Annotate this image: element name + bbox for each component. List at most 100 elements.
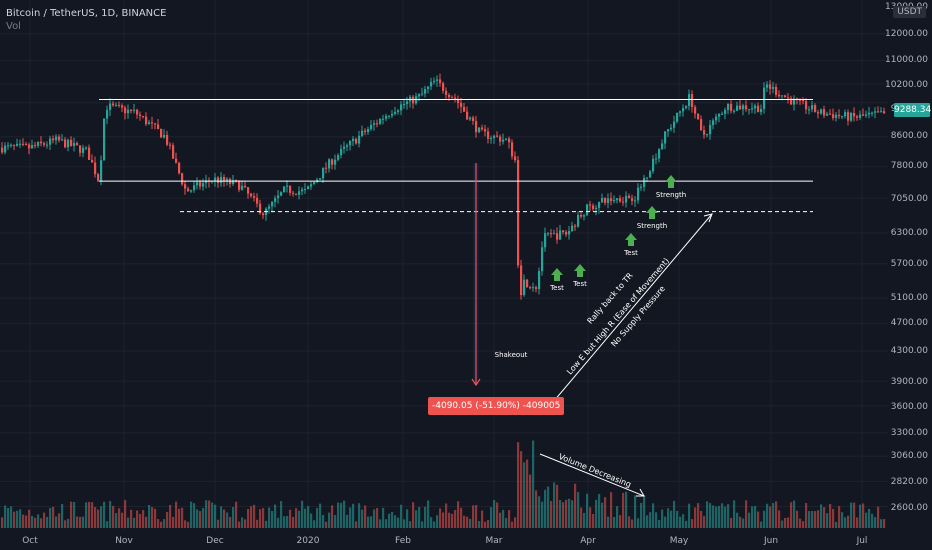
volume-bar	[754, 505, 757, 528]
candle-body	[658, 149, 661, 159]
candle-body	[106, 109, 109, 119]
symbol-title[interactable]: Bitcoin / TetherUS, 1D, BINANCE	[6, 8, 167, 19]
time-tick-label: Dec	[206, 536, 223, 546]
volume-bar	[205, 500, 208, 528]
volume-bar	[586, 493, 589, 528]
candle-body	[814, 105, 817, 113]
volume-bar	[319, 503, 322, 528]
volume-bar	[610, 492, 613, 528]
candle-body	[811, 105, 814, 110]
price-axis: 2600.00 2820.00 3060.00 3300.00 3600.00 3900.…	[885, 2, 928, 513]
candle-body	[610, 198, 613, 202]
volume-bar	[595, 499, 598, 528]
volume-bar	[211, 502, 214, 528]
candle-body	[724, 109, 727, 114]
volume-bar	[646, 515, 649, 528]
candle-body	[529, 287, 532, 289]
volume-bar	[85, 502, 88, 528]
volume-legend[interactable]: Vol	[6, 21, 21, 32]
candle-body	[175, 158, 178, 163]
candle-body	[739, 105, 742, 110]
candle-body	[466, 111, 469, 120]
candle-body	[367, 129, 370, 132]
volume-bar	[121, 512, 124, 528]
candle-body	[79, 145, 82, 153]
volume-bar	[577, 492, 580, 528]
candle-body	[685, 106, 688, 109]
price-tick-label: 4700.00	[891, 318, 928, 328]
candle-body	[181, 173, 184, 185]
candle-body	[406, 101, 409, 105]
candle-body	[88, 147, 91, 160]
candle-body	[793, 98, 796, 105]
volume-bar	[31, 515, 34, 528]
candle-body	[58, 136, 61, 141]
volume-bar	[262, 508, 265, 528]
up-arrow-icon	[646, 206, 658, 219]
candle-body	[259, 203, 262, 214]
candle-body	[829, 113, 832, 115]
candle-body	[454, 97, 457, 100]
volume-bar	[535, 490, 538, 528]
candle-body	[391, 113, 394, 116]
candle-body	[844, 112, 847, 117]
volume-bar	[142, 510, 145, 528]
volume-bar	[511, 521, 514, 528]
candle-body	[616, 198, 619, 201]
candle-body	[883, 111, 886, 114]
candle-body	[286, 185, 289, 187]
candle-body	[751, 108, 754, 110]
volume-bar	[67, 518, 70, 528]
volume-bar	[202, 508, 205, 528]
candle-body	[37, 141, 40, 146]
candle-body	[193, 185, 196, 191]
volume-bar	[655, 512, 658, 528]
time-tick-label: May	[670, 536, 689, 546]
volume-bar	[472, 505, 475, 528]
volume-bar	[712, 505, 715, 528]
up-arrow-icon	[625, 233, 637, 246]
volume-bar	[382, 507, 385, 528]
volume-bar	[700, 510, 703, 528]
candle-body	[523, 279, 526, 296]
volume-bar	[826, 513, 829, 528]
candle-body	[775, 86, 778, 95]
volume-bar	[745, 500, 748, 528]
volume-bar	[787, 517, 790, 528]
candle-body	[835, 114, 838, 118]
currency-badge[interactable]: USDT	[893, 6, 926, 18]
candle-body	[133, 109, 136, 111]
candle-body	[334, 159, 337, 165]
candle-body	[661, 143, 664, 150]
volume-bar	[736, 512, 739, 528]
candle-body	[823, 109, 826, 116]
volume-bar	[703, 516, 706, 528]
volume-bar	[25, 515, 28, 528]
volume-bar	[265, 520, 268, 528]
candle-body	[691, 94, 694, 108]
volume-bar	[166, 511, 169, 528]
volume-bar	[172, 516, 175, 528]
candle-body	[247, 187, 250, 194]
volume-bar	[328, 512, 331, 528]
volume-bar	[598, 493, 601, 528]
candle-body	[136, 109, 139, 115]
price-tick-label: 5700.00	[891, 259, 928, 269]
volume-bar	[247, 508, 250, 528]
volume-bar	[103, 501, 106, 528]
volume-arrowhead	[636, 488, 645, 497]
volume-bar	[739, 516, 742, 528]
measure-label: -4090.05 (-51.90%) -409005	[428, 397, 565, 415]
candle-body	[295, 193, 298, 195]
volume-bar	[160, 521, 163, 528]
candle-body	[40, 141, 43, 144]
candle-body	[22, 143, 25, 145]
volume-bar	[619, 515, 622, 528]
volume-bar	[394, 515, 397, 528]
candle-body	[352, 138, 355, 142]
volume-bar	[148, 504, 151, 528]
candle-body	[403, 104, 406, 106]
price-tick-label: 11000.00	[885, 55, 928, 65]
